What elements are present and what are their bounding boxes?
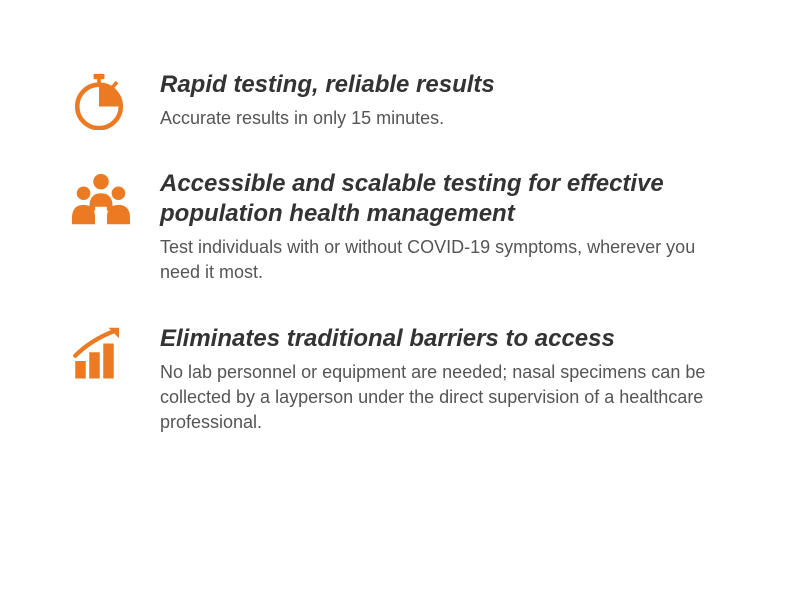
feature-heading: Eliminates traditional barriers to acces… bbox=[160, 324, 730, 354]
feature-text: Accessible and scalable testing for effe… bbox=[160, 169, 730, 285]
icon-cell bbox=[70, 324, 160, 382]
stopwatch-icon bbox=[70, 72, 128, 130]
people-icon bbox=[70, 171, 132, 229]
feature-row: Rapid testing, reliable results Accurate… bbox=[70, 70, 730, 131]
icon-cell bbox=[70, 70, 160, 130]
icon-cell bbox=[70, 169, 160, 229]
feature-text: Eliminates traditional barriers to acces… bbox=[160, 324, 730, 436]
feature-body: No lab personnel or equipment are needed… bbox=[160, 360, 730, 436]
feature-text: Rapid testing, reliable results Accurate… bbox=[160, 70, 730, 131]
feature-body: Test individuals with or without COVID-1… bbox=[160, 235, 730, 285]
feature-heading: Rapid testing, reliable results bbox=[160, 70, 730, 100]
growth-chart-icon bbox=[70, 326, 126, 382]
feature-row: Accessible and scalable testing for effe… bbox=[70, 169, 730, 285]
feature-row: Eliminates traditional barriers to acces… bbox=[70, 324, 730, 436]
feature-body: Accurate results in only 15 minutes. bbox=[160, 106, 730, 131]
feature-heading: Accessible and scalable testing for effe… bbox=[160, 169, 730, 229]
